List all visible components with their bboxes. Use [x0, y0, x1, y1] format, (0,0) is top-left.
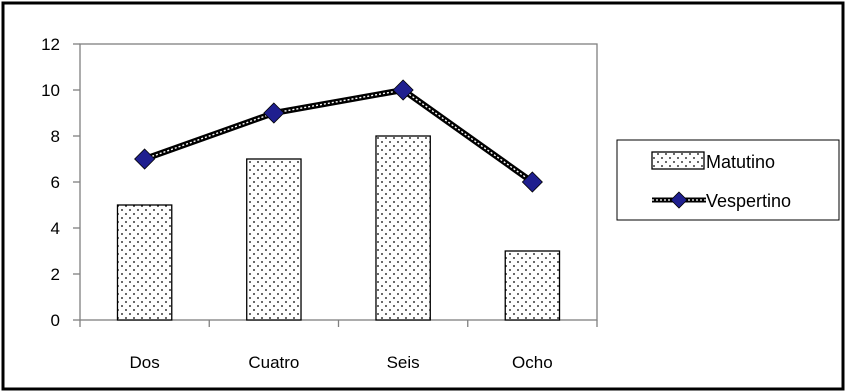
- line-vespertino-pattern: [144, 89, 533, 183]
- y-tick-label: 2: [51, 265, 60, 284]
- marker-vespertino: [392, 79, 414, 101]
- y-tick-label: 0: [51, 311, 60, 330]
- line-series-vespertino: [134, 79, 543, 193]
- marker-vespertino: [263, 102, 285, 124]
- bar-series-matutino: [116, 135, 561, 321]
- x-tick-label: Dos: [130, 353, 160, 372]
- marker-vespertino: [521, 171, 543, 193]
- x-tick-label: Seis: [387, 353, 420, 372]
- legend-swatch-matutino: [651, 151, 705, 170]
- bar-matutino: [116, 204, 173, 321]
- y-tick-label: 8: [51, 127, 60, 146]
- x-tick-label: Cuatro: [248, 353, 299, 372]
- bar-matutino: [246, 158, 302, 321]
- y-tick-label: 6: [51, 173, 60, 192]
- y-tick-label: 12: [41, 35, 60, 54]
- x-tick-label: Ocho: [512, 353, 553, 372]
- legend-marker-vespertino: [670, 191, 688, 209]
- y-axis: 0 2 4 6 8 10 12: [41, 35, 80, 330]
- legend-label-matutino: Matutino: [706, 152, 775, 172]
- bar-matutino: [504, 250, 561, 321]
- legend-label-vespertino: Vespertino: [706, 191, 791, 211]
- marker-vespertino: [134, 148, 156, 170]
- bar-matutino: [375, 135, 431, 321]
- y-tick-label: 4: [51, 219, 60, 238]
- x-axis: Dos Cuatro Seis Ocho: [79, 320, 598, 372]
- y-tick-label: 10: [41, 81, 60, 100]
